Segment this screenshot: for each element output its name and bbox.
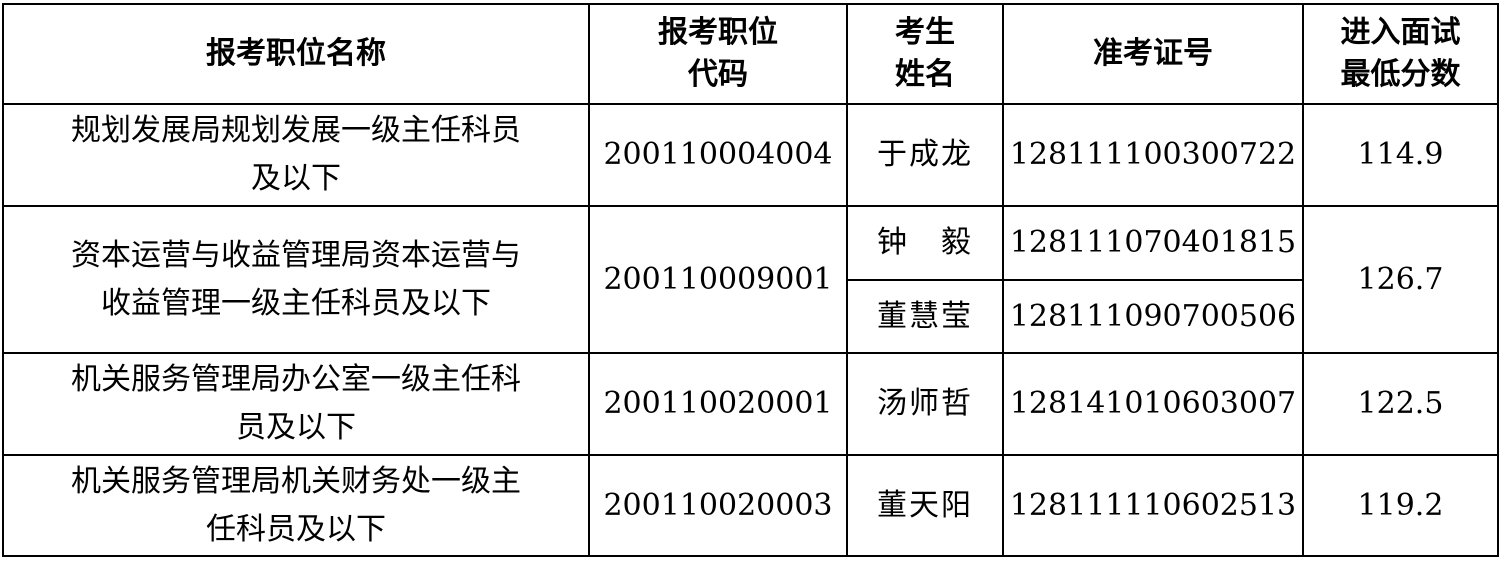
- admission-ticket-cell: 128141010603007: [1002, 352, 1304, 456]
- header-position-name: 报考职位名称: [2, 3, 590, 105]
- position-name-line: 机关服务管理局办公室一级主任科: [71, 362, 521, 397]
- admission-ticket-cell: 128111090700506: [1002, 279, 1304, 354]
- header-text: 准考证号: [1093, 36, 1213, 71]
- header-text: 进入面试: [1340, 15, 1461, 50]
- header-admission-ticket: 准考证号: [1002, 3, 1304, 105]
- position-name-line: 机关服务管理局机关财务处一级主: [71, 463, 521, 499]
- candidate-name-cell: 汤师哲: [846, 352, 1004, 456]
- table-row: 规划发展局规划发展一级主任科员 及以下 200110004004 于成龙 1281…: [2, 103, 1499, 207]
- header-text: 考生: [895, 15, 955, 50]
- min-score-cell: 126.7: [1302, 205, 1499, 354]
- table-row: 机关服务管理局机关财务处一级主 任科员及以下 200110020003 董天阳 1…: [2, 454, 1499, 557]
- table-row: 董慧莹 128111090700506: [3, 279, 1498, 354]
- interview-score-table: 报考职位名称 报考职位代码 考生姓名 准考证号 进入面试最低分数 规划发展局规划…: [2, 3, 1499, 557]
- position-name-line: 及以下: [251, 161, 341, 196]
- position-code-cell: 200110020003: [588, 454, 848, 557]
- min-score-cell: 119.2: [1302, 454, 1499, 557]
- header-text: 报考职位: [658, 15, 778, 50]
- position-code-cell: 200110004004: [588, 103, 848, 207]
- position-name-cell: 机关服务管理局机关财务处一级主 任科员及以下: [2, 454, 590, 557]
- position-name-line: 收益管理一级主任科员及以下: [101, 285, 491, 321]
- position-name-cell: 资本运营与收益管理局资本运营与 收益管理一级主任科员及以下: [2, 205, 590, 354]
- candidate-name-cell: 钟 毅: [846, 205, 1004, 281]
- position-name-line: 员及以下: [236, 410, 356, 445]
- candidate-name-cell: 董天阳: [846, 454, 1004, 557]
- header-row: 报考职位名称 报考职位代码 考生姓名 准考证号 进入面试最低分数: [2, 3, 1499, 105]
- candidate-name-cell: 董慧莹: [846, 279, 1004, 354]
- header-text: 代码: [688, 57, 748, 92]
- header-min-score: 进入面试 最低分数: [1302, 3, 1499, 105]
- table-row: 机关服务管理局办公室一级主任科 员及以下 200110020001 汤师哲 128…: [2, 352, 1499, 456]
- admission-ticket-cell: 128111110602513: [1002, 454, 1304, 557]
- position-name-line: 任科员及以下: [206, 511, 386, 547]
- header-position-code: 报考职位 代码: [588, 3, 848, 105]
- header-candidate-name: 考生 姓名: [846, 3, 1004, 105]
- header-text: 报考职位名称: [206, 36, 386, 71]
- position-name-line: 资本运营与收益管理局资本运营与: [71, 237, 521, 273]
- header-text: 最低分数: [1340, 57, 1461, 92]
- min-score-cell: 114.9: [1302, 103, 1499, 207]
- candidate-name-cell: 于成龙: [846, 103, 1004, 207]
- table-row: 资本运营与收益管理局资本运营与 收益管理一级主任科员及以下 20011000900…: [2, 205, 1499, 354]
- position-code-cell: 200110020001: [588, 352, 848, 456]
- position-name-cell: 机关服务管理局办公室一级主任科 员及以下: [2, 352, 590, 456]
- position-name-line: 规划发展局规划发展一级主任科员: [71, 113, 521, 148]
- position-name-cell: 规划发展局规划发展一级主任科员 及以下: [2, 103, 590, 207]
- min-score-cell: 122.5: [1302, 352, 1499, 456]
- admission-ticket-cell: 128111070401815: [1002, 205, 1304, 281]
- admission-ticket-cell: 128111100300722: [1002, 103, 1304, 207]
- position-code-cell: 200110009001: [588, 205, 848, 354]
- header-text: 姓名: [895, 57, 955, 92]
